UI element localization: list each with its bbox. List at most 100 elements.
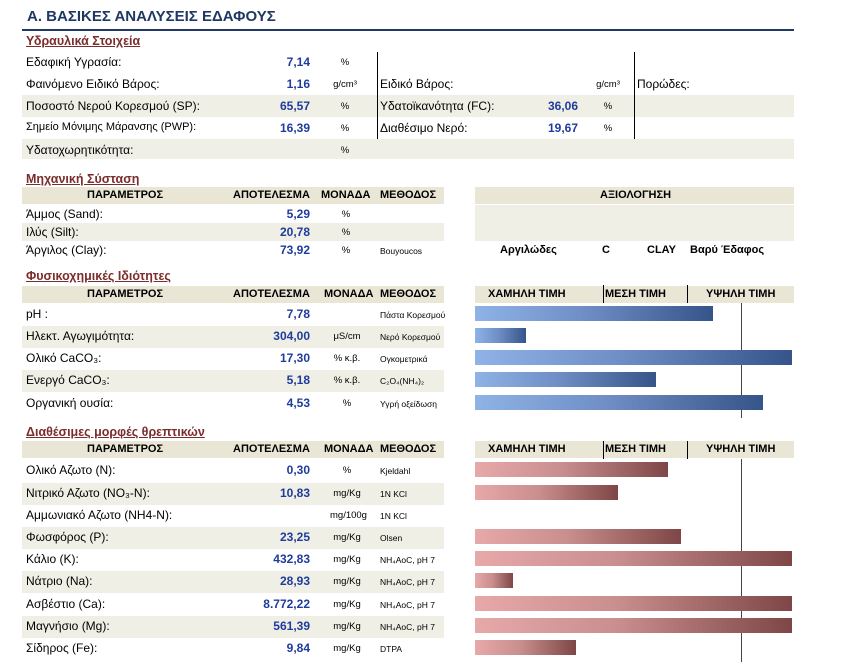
hydraulic-value: 16,39 bbox=[279, 121, 310, 135]
physchem-heading: Φυσικοχημικές Ιδιότητες bbox=[26, 269, 171, 283]
porosity-label: Πορώδες: bbox=[637, 77, 690, 91]
nutrients-unit: mg/Kg bbox=[333, 554, 361, 565]
mech-value: 5,29 bbox=[286, 207, 310, 221]
nutrients-value: 432,83 bbox=[273, 552, 310, 566]
physchem-value: 17,30 bbox=[279, 351, 310, 365]
nutrients-level-bar bbox=[475, 596, 792, 611]
nt-col-mid: ΜΕΣΗ ΤΙΜΗ bbox=[605, 443, 666, 455]
hydraulic-label: Φαινόμενο Ειδικό Βάρος: bbox=[26, 77, 160, 91]
scale-divider bbox=[603, 285, 604, 303]
nutrients-label: Αμμωνιακό Αζωτο (NH4-N): bbox=[26, 508, 173, 522]
physchem-value: 5,18 bbox=[286, 373, 310, 387]
pc-col-high: ΥΨΗΛΗ ΤΙΜΗ bbox=[706, 288, 776, 300]
nutrients-label: Σίδηρος (Fe): bbox=[26, 641, 98, 655]
hydraulic-mid-label: Ειδικό Βάρος: bbox=[380, 77, 454, 91]
hydraulic-row-shade bbox=[22, 95, 377, 117]
hydraulic-divider bbox=[634, 52, 635, 139]
nutrients-level-bar bbox=[475, 640, 576, 655]
hydraulic-mid-unit: % bbox=[603, 101, 613, 112]
hydraulic-unit: g/cm³ bbox=[333, 79, 357, 90]
nutrients-label: Ολικό Αζωτο (N): bbox=[26, 463, 116, 477]
nutrients-method: NH₄AoC, pH 7 bbox=[380, 555, 435, 565]
nutrients-unit: mg/Kg bbox=[333, 621, 361, 632]
physchem-unit: % κ.β. bbox=[333, 353, 361, 364]
nutrients-method: NH₄AoC, pH 7 bbox=[380, 577, 435, 587]
mech-row-shade bbox=[22, 223, 444, 241]
nt-col-param: ΠΑΡΑΜΕΤΡΟΣ bbox=[87, 443, 164, 455]
physchem-value: 304,00 bbox=[273, 329, 310, 343]
nt-col-result: ΑΠΟΤΕΛΕΣΜΑ bbox=[233, 443, 310, 455]
nutrients-level-bar bbox=[475, 529, 681, 544]
evaluation-header-bg bbox=[475, 187, 794, 204]
mech-value: 20,78 bbox=[279, 225, 310, 239]
evaluation-shade bbox=[475, 205, 794, 241]
row-shade bbox=[22, 370, 444, 392]
hydraulic-label: Ποσοστό Νερού Κορεσμού (SP): bbox=[26, 99, 200, 113]
mech-col-method: ΜΕΘΟΔΟΣ bbox=[380, 189, 437, 201]
nutrients-value: 10,83 bbox=[279, 486, 310, 500]
nt-col-method: ΜΕΘΟΔΟΣ bbox=[380, 443, 437, 455]
physchem-label: Ενεργό CaCO₃: bbox=[26, 373, 110, 387]
mech-label: Άργιλος (Clay): bbox=[26, 243, 107, 257]
nutrients-heading: Διαθέσιμες μορφές θρεπτικών bbox=[26, 425, 205, 439]
hydraulic-mid-value: 36,06 bbox=[547, 99, 578, 113]
nutrients-unit: mg/Kg bbox=[333, 576, 361, 587]
mech-label: Άμμος (Sand): bbox=[26, 207, 103, 221]
physchem-label: Οργανική ουσία: bbox=[26, 396, 114, 410]
nutrients-label: Κάλιο (K): bbox=[26, 552, 79, 566]
physchem-level-bar bbox=[475, 350, 792, 365]
physchem-level-bar bbox=[475, 395, 763, 410]
hydraulic-mid-label: Διαθέσιμο Νερό: bbox=[380, 121, 468, 135]
nutrients-method: Kjeldahl bbox=[380, 466, 411, 476]
nutrients-unit: mg/Kg bbox=[333, 643, 361, 654]
physchem-method: Ογκομετρικά bbox=[380, 354, 428, 364]
physchem-label: Ολικό CaCO₃: bbox=[26, 351, 102, 365]
hydraulic-label: Εδαφική Υγρασία: bbox=[26, 55, 122, 69]
physchem-label: pH : bbox=[26, 307, 49, 321]
physchem-value: 7,78 bbox=[286, 307, 310, 321]
nutrients-method: DTPA bbox=[380, 644, 403, 654]
nutrients-method: NH₄AoC, pH 7 bbox=[380, 622, 435, 632]
row-shade bbox=[22, 527, 444, 549]
mech-unit: % bbox=[341, 209, 351, 220]
nt-col-low: ΧΑΜΗΛΗ ΤΙΜΗ bbox=[488, 443, 566, 455]
physchem-header-bg bbox=[22, 286, 444, 303]
nutrients-scale-bg bbox=[475, 441, 794, 458]
physchem-method: Υγρή οξείδωση bbox=[380, 399, 437, 409]
hydraulic-row-shade bbox=[377, 95, 794, 117]
nutrients-unit: mg/Kg bbox=[333, 532, 361, 543]
mech-col-result: ΑΠΟΤΕΛΕΣΜΑ bbox=[233, 189, 310, 201]
nutrients-method: 1N KCl bbox=[380, 511, 407, 521]
nutrients-value: 0,30 bbox=[286, 463, 310, 477]
mech-col-unit: ΜΟΝΑΔΑ bbox=[321, 189, 371, 201]
nt-col-unit: ΜΟΝΑΔΑ bbox=[324, 443, 374, 455]
nutrients-level-bar bbox=[475, 573, 513, 588]
hydraulic-label: Υδατοχωρητικότητα: bbox=[26, 143, 134, 157]
title-divider bbox=[22, 29, 794, 31]
nutrients-header-bg bbox=[22, 441, 444, 458]
hydraulic-row-shade bbox=[377, 139, 794, 159]
pc-col-method: ΜΕΘΟΔΟΣ bbox=[380, 288, 437, 300]
physchem-method: Πάστα Κορεσμού bbox=[380, 310, 446, 320]
eval-class: CLAY bbox=[647, 244, 676, 256]
nutrients-method: Olsen bbox=[380, 533, 403, 543]
nt-col-high: ΥΨΗΛΗ ΤΙΜΗ bbox=[706, 443, 776, 455]
pc-col-result: ΑΠΟΤΕΛΕΣΜΑ bbox=[233, 288, 310, 300]
nutrients-value: 561,39 bbox=[273, 619, 310, 633]
row-shade bbox=[22, 571, 444, 593]
row-shade bbox=[22, 616, 444, 638]
nutrients-level-bar bbox=[475, 618, 792, 633]
hydraulic-value: 7,14 bbox=[286, 55, 310, 69]
pc-col-unit: ΜΟΝΑΔΑ bbox=[324, 288, 374, 300]
mech-unit: % bbox=[341, 245, 351, 256]
nutrients-unit: % bbox=[342, 465, 352, 476]
hydraulic-unit: % bbox=[340, 123, 350, 134]
physchem-value: 4,53 bbox=[286, 396, 310, 410]
nutrients-value: 23,25 bbox=[279, 530, 310, 544]
nutrients-value: 28,93 bbox=[279, 574, 310, 588]
page-title: Α. ΒΑΣΙΚΕΣ ΑΝΑΛΥΣΕΙΣ ΕΔΑΦΟΥΣ bbox=[27, 8, 276, 25]
scale-divider bbox=[687, 441, 688, 459]
physchem-level-bar bbox=[475, 328, 526, 343]
physchem-method: C₂O₄(NH₄)₂ bbox=[380, 376, 425, 386]
pc-col-low: ΧΑΜΗΛΗ ΤΙΜΗ bbox=[488, 288, 566, 300]
